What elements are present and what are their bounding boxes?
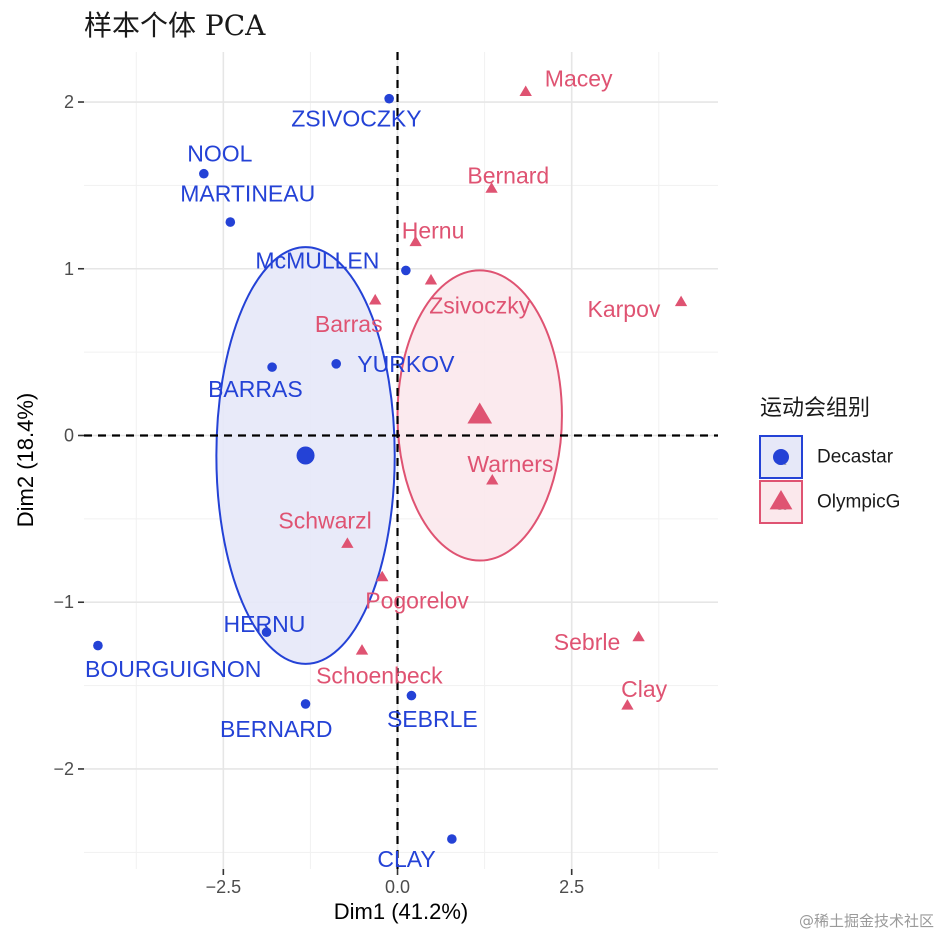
legend-key-box <box>759 435 803 479</box>
data-point <box>199 168 209 179</box>
data-point <box>621 699 634 710</box>
data-point <box>369 293 382 305</box>
point-label: BARRAS <box>208 376 303 402</box>
group-centroid <box>467 402 493 424</box>
y-tick-label: 1 <box>64 259 74 279</box>
point-label: Bernard <box>467 162 549 188</box>
data-point <box>225 217 236 227</box>
x-tick-label: 2.5 <box>559 877 584 897</box>
point-label: Sebrle <box>554 629 620 655</box>
data-point <box>447 834 457 844</box>
point-label: Pogorelov <box>365 588 469 614</box>
group-centroid <box>296 446 315 465</box>
y-tick-label: 0 <box>64 425 74 445</box>
grid <box>84 52 718 869</box>
data-point <box>409 235 422 247</box>
point-label: NOOL <box>187 141 252 167</box>
plot-area: ZSIVOCZKY NOOL MARTINEAU McMULLEN YURKOV BARR… <box>84 52 718 872</box>
data-points <box>93 85 688 844</box>
data-point <box>424 273 438 285</box>
data-point <box>384 93 394 104</box>
point-label: Macey <box>545 66 613 92</box>
data-point <box>486 474 499 485</box>
point-label: Karpov <box>588 296 661 322</box>
point-label: Clay <box>621 676 668 702</box>
data-point <box>93 640 103 651</box>
point-label: Schwarzl <box>278 508 371 534</box>
data-point <box>485 182 498 193</box>
point-label: BOURGUIGNON <box>85 656 261 682</box>
point-label: CLAY <box>377 846 435 872</box>
data-point <box>401 265 411 276</box>
point-label: HERNU <box>224 611 306 637</box>
point-label: MARTINEAU <box>180 181 315 207</box>
point-label: SEBRLE <box>387 706 478 732</box>
data-point <box>406 690 417 701</box>
data-point <box>300 699 311 709</box>
legend: 运动会组别 aDecastaraOlympicG <box>759 396 900 524</box>
chart-title: 样本个体 PCA <box>84 9 266 42</box>
data-point <box>331 358 342 369</box>
y-axis-title: Dim2 (18.4%) <box>13 393 38 527</box>
point-label: Warners <box>467 451 553 477</box>
legend-title: 运动会组别 <box>760 396 870 421</box>
watermark: @稀土掘金技术社区 <box>799 912 934 930</box>
data-point <box>355 644 369 655</box>
x-tick-label: 0.0 <box>385 877 410 897</box>
y-tick-label: −2 <box>53 759 74 779</box>
point-label: BERNARD <box>220 716 332 742</box>
y-tick-label: −1 <box>53 592 74 612</box>
legend-label: Decastar <box>817 447 894 468</box>
point-label: ZSIVOCZKY <box>291 106 421 132</box>
point-label: YURKOV <box>357 351 455 377</box>
point-labels: ZSIVOCZKY NOOL MARTINEAU McMULLEN YURKOV BARR… <box>85 66 668 872</box>
reference-lines <box>84 52 718 869</box>
data-point <box>341 537 354 548</box>
x-tick-label: −2.5 <box>206 877 242 897</box>
data-point <box>376 570 389 582</box>
data-point <box>632 630 645 642</box>
data-point <box>261 627 272 638</box>
point-label: Zsivoczky <box>429 292 530 318</box>
y-tick-label: 2 <box>64 92 74 112</box>
data-point <box>519 85 532 96</box>
legend-key-symbol <box>773 449 789 465</box>
data-point <box>674 295 688 307</box>
legend-key-symbol <box>769 490 793 510</box>
point-label: McMULLEN <box>255 247 379 273</box>
point-label: Hernu <box>402 217 465 243</box>
point-label: Schoenbeck <box>316 663 443 689</box>
legend-label: OlympicG <box>817 492 900 513</box>
axes: −2.5 0.0 2.5 −2 −1 0 1 2 <box>53 92 584 897</box>
data-point <box>267 362 277 372</box>
x-axis-title: Dim1 (41.2%) <box>334 899 468 924</box>
point-label: Barras <box>315 311 383 337</box>
